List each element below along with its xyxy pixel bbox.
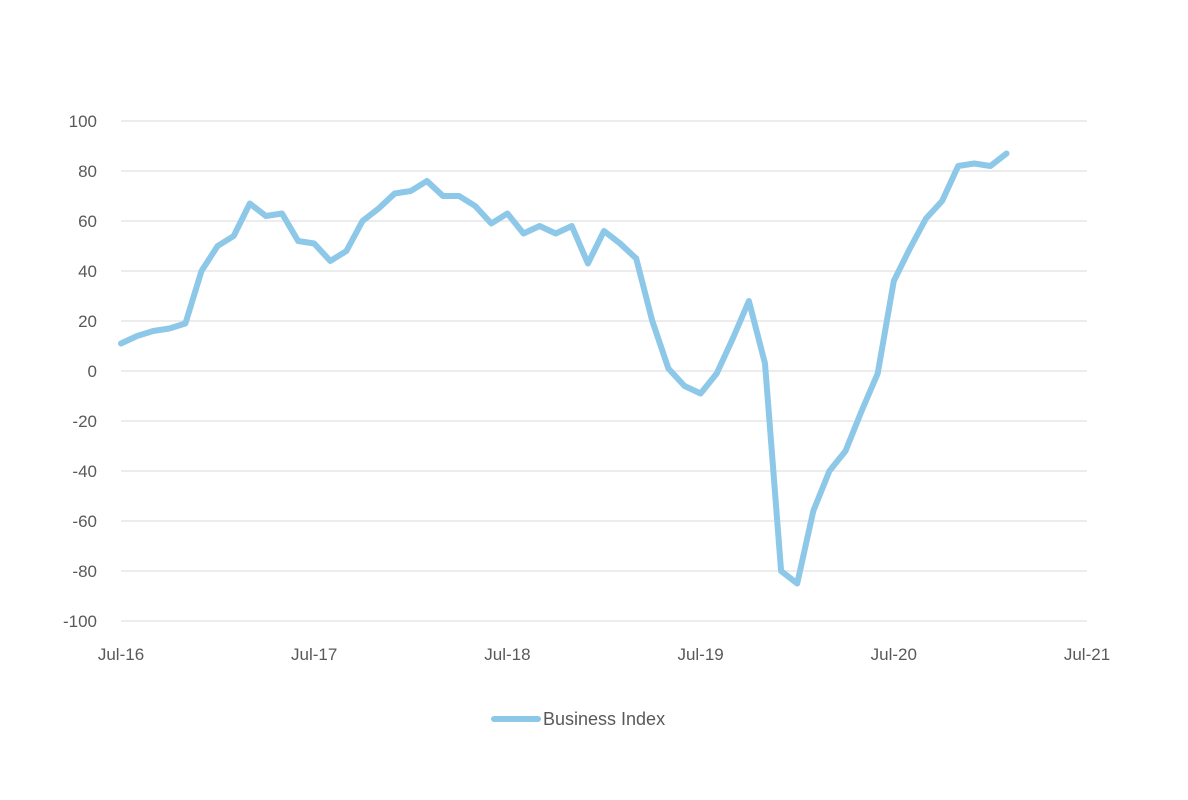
x-tick-label: Jul-18 — [484, 645, 530, 664]
x-tick-label: Jul-20 — [871, 645, 917, 664]
x-tick-label: Jul-16 — [98, 645, 144, 664]
legend: Business Index — [491, 709, 665, 729]
x-axis-tick-labels: Jul-16 Jul-17 Jul-18 Jul-19 Jul-20 Jul-21 — [98, 645, 1110, 664]
x-tick-label: Jul-19 — [677, 645, 723, 664]
y-tick-label: 80 — [78, 162, 97, 181]
y-tick-label: -100 — [63, 612, 97, 631]
y-tick-label: 20 — [78, 312, 97, 331]
series-line-business-index — [118, 150, 1010, 587]
x-tick-label: Jul-21 — [1064, 645, 1110, 664]
y-tick-label: 0 — [88, 362, 97, 381]
y-tick-label: 40 — [78, 262, 97, 281]
y-tick-label: -60 — [72, 512, 97, 531]
legend-label: Business Index — [543, 709, 665, 729]
y-tick-label: -80 — [72, 562, 97, 581]
y-axis-tick-labels: 100 80 60 40 20 0 -20 -40 -60 -80 -100 — [63, 112, 97, 631]
y-tick-label: -40 — [72, 462, 97, 481]
y-tick-label: 60 — [78, 212, 97, 231]
x-tick-label: Jul-17 — [291, 645, 337, 664]
series-layer — [118, 150, 1010, 587]
gridlines — [121, 120, 1087, 622]
y-tick-label: 100 — [69, 112, 97, 131]
y-tick-label: -20 — [72, 412, 97, 431]
